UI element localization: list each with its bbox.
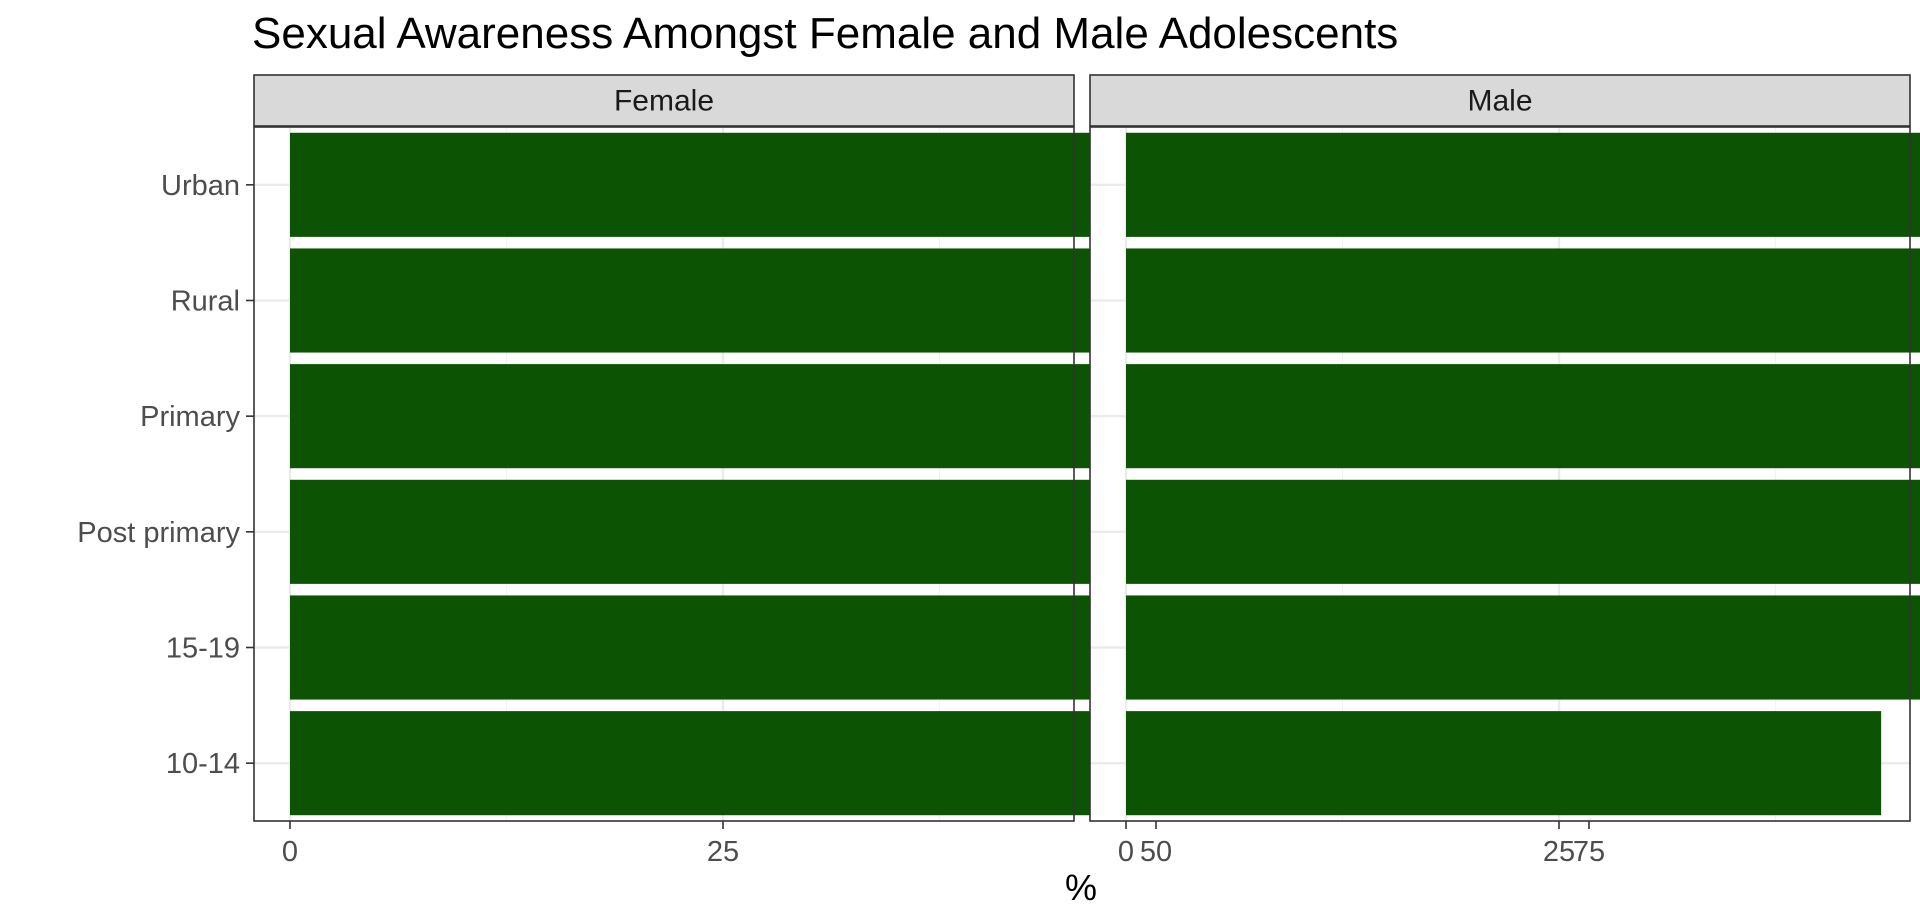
y-tick-label: 15-19 — [166, 633, 240, 665]
bar-female-primary — [290, 364, 1165, 469]
bar-male-rural — [1126, 248, 1920, 353]
bar-male-post-primary — [1126, 479, 1920, 584]
y-tick-label: Urban — [161, 170, 240, 202]
x-tick-label: 50 — [1140, 836, 1172, 868]
y-tick-label: Post primary — [77, 517, 240, 549]
facet-strip-label: Female — [614, 85, 714, 118]
bar-male-urban — [1126, 132, 1920, 237]
y-axis: Urban Rural Primary Post primary 15-19 10-14 — [77, 170, 254, 780]
x-axis-title: % — [1065, 867, 1097, 908]
panel-background — [254, 127, 1074, 821]
bar-male-10-14 — [1126, 711, 1882, 816]
x-tick-label: 0 — [282, 836, 298, 868]
x-tick-label: 25 — [707, 836, 739, 868]
panel-border — [1089, 126, 1911, 822]
facet-strip-label: Male — [1467, 85, 1532, 118]
y-tick-label: Rural — [171, 286, 240, 318]
panel-border — [253, 126, 1075, 822]
panel-male: Male 0 25 50 75 — [1089, 74, 1920, 868]
bar-male-primary — [1126, 364, 1920, 469]
bar-male-15-19 — [1126, 595, 1920, 700]
chart-title: Sexual Awareness Amongst Female and Male… — [252, 9, 1398, 58]
x-tick-label: 25 — [1543, 836, 1575, 868]
panel-background — [1090, 127, 1910, 821]
y-tick-label: Primary — [140, 401, 240, 433]
x-tick-label: 75 — [1573, 836, 1605, 868]
facet-strip — [253, 74, 1075, 127]
y-tick-label: 10-14 — [166, 748, 240, 780]
facet-strip — [1089, 74, 1911, 127]
bar-female-10-14 — [290, 711, 1113, 816]
x-tick-label: 0 — [1118, 836, 1134, 868]
